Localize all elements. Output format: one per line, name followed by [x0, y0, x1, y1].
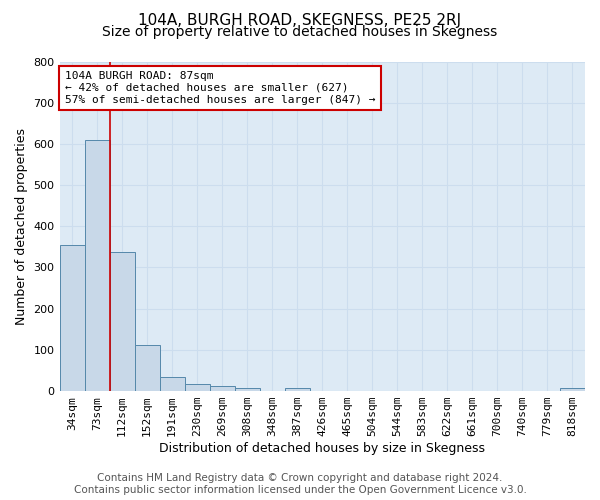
- Bar: [59, 245, 85, 391]
- Bar: [134, 344, 160, 391]
- Text: Contains HM Land Registry data © Crown copyright and database right 2024.
Contai: Contains HM Land Registry data © Crown c…: [74, 474, 526, 495]
- Text: 104A, BURGH ROAD, SKEGNESS, PE25 2RJ: 104A, BURGH ROAD, SKEGNESS, PE25 2RJ: [139, 12, 461, 28]
- Bar: [160, 376, 185, 391]
- Bar: [209, 386, 235, 391]
- Bar: [110, 252, 134, 391]
- Bar: [235, 388, 260, 391]
- Bar: [560, 388, 585, 391]
- Bar: [285, 388, 310, 391]
- Bar: [85, 140, 110, 391]
- Text: Size of property relative to detached houses in Skegness: Size of property relative to detached ho…: [103, 25, 497, 39]
- Bar: [185, 384, 209, 391]
- Y-axis label: Number of detached properties: Number of detached properties: [15, 128, 28, 325]
- Text: 104A BURGH ROAD: 87sqm
← 42% of detached houses are smaller (627)
57% of semi-de: 104A BURGH ROAD: 87sqm ← 42% of detached…: [65, 72, 375, 104]
- X-axis label: Distribution of detached houses by size in Skegness: Distribution of detached houses by size …: [159, 442, 485, 455]
